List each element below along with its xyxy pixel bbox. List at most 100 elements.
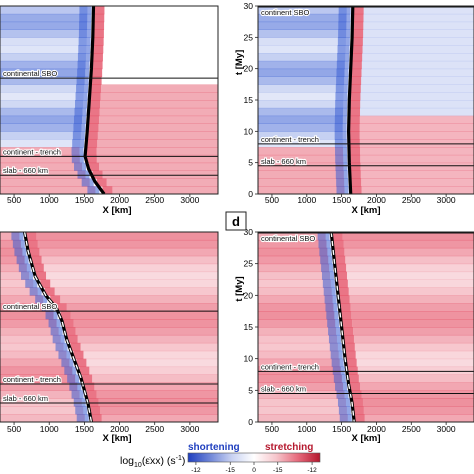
y-axis-label: t [My] — [234, 50, 245, 75]
field-cell-left — [258, 21, 347, 30]
field-cell-left — [258, 374, 342, 383]
field-cell-right — [343, 239, 474, 249]
trench-line-dash — [330, 232, 355, 422]
field-cell-band — [78, 37, 91, 46]
annotation-label: continental SBO — [3, 69, 57, 78]
colorbar-tick-label: 0 — [252, 467, 256, 474]
field-cell-band — [353, 13, 364, 23]
colorbar-label-rest: (ε̇xx) (s — [142, 455, 176, 467]
field-cell-band — [75, 100, 88, 109]
field-cell-right — [362, 37, 474, 46]
field-cell-band — [86, 390, 97, 399]
field-cell-band — [332, 232, 343, 241]
field-cell-band — [73, 350, 84, 360]
field-cell-band — [334, 139, 347, 148]
field-cell-band — [333, 374, 346, 383]
field-cell-left — [258, 255, 329, 265]
field-cell-right — [358, 374, 474, 383]
field-cell-left — [258, 131, 343, 140]
field-cell-band — [92, 60, 103, 70]
field-cell-left — [0, 147, 80, 156]
field-cell-band — [81, 178, 94, 187]
field-cell-band — [88, 123, 99, 132]
x-axis-label: X [km] — [351, 433, 380, 444]
y-tick-label: 20 — [244, 290, 254, 300]
x-tick-label: 500 — [265, 195, 279, 205]
field-cell-left — [0, 6, 88, 15]
annotation-label: continent - trench — [3, 375, 61, 384]
field-cell-right — [357, 366, 474, 375]
panel-field — [0, 232, 218, 422]
field-cell-band — [352, 45, 363, 54]
field-cell-band — [87, 186, 100, 194]
y-tick-label: 15 — [244, 322, 254, 332]
field-cell-band — [71, 147, 84, 156]
field-cell-band — [338, 29, 351, 38]
field-cell-right — [99, 107, 218, 117]
x-tick-label: 1500 — [332, 195, 351, 205]
field-cell-band — [343, 327, 354, 336]
field-cell-band — [102, 186, 113, 194]
field-cell-band — [92, 170, 103, 179]
field-cell-left — [258, 366, 341, 375]
field-cell-band — [336, 263, 347, 273]
trench-line-dash — [23, 232, 93, 422]
field-cell-left — [258, 6, 347, 15]
field-cell-band — [71, 154, 84, 164]
field-cell-right — [360, 92, 474, 101]
field-cell-band — [74, 107, 87, 117]
field-cell-band — [40, 279, 51, 288]
field-cell-left — [0, 139, 81, 148]
field-cell-band — [328, 334, 341, 344]
field-cell-left — [0, 232, 20, 241]
field-cell-left — [0, 319, 57, 328]
field-cell-right — [103, 61, 218, 69]
field-cell-band — [87, 139, 98, 148]
y-tick-label: 10 — [244, 126, 254, 136]
x-tick-label: 1500 — [332, 424, 351, 434]
field-cell-right — [355, 350, 474, 360]
y-tick-label: 30 — [244, 1, 254, 11]
field-cell-right — [94, 382, 218, 391]
field-cell-band — [329, 342, 342, 352]
field-cell-right — [73, 319, 218, 328]
field-cell-right — [96, 147, 218, 156]
field-cell-left — [258, 162, 344, 171]
field-cell-left — [258, 29, 347, 38]
field-cell-band — [336, 76, 349, 85]
panel-top-right: continent SBO continent - trench slab - 66… — [234, 1, 474, 216]
x-tick-label: 1000 — [297, 195, 316, 205]
panel-field — [258, 6, 474, 194]
field-cell-left — [258, 147, 344, 156]
field-cell-band — [69, 382, 82, 391]
field-cell-band — [88, 398, 99, 407]
field-cell-right — [349, 295, 474, 304]
field-cell-left — [258, 100, 344, 109]
field-cell-band — [336, 186, 349, 194]
field-cell-band — [92, 68, 103, 77]
field-cell-right — [346, 263, 474, 273]
x-axis-label: X [km] — [351, 205, 380, 216]
field-cell-band — [56, 303, 67, 312]
field-cell-left — [258, 382, 344, 391]
field-cell-band — [335, 255, 346, 265]
field-cell-band — [350, 100, 361, 109]
field-cell-right — [359, 123, 474, 132]
panel-frame — [0, 231, 219, 423]
field-cell-right — [360, 100, 474, 109]
field-cell-left — [0, 406, 84, 415]
field-cell-band — [63, 319, 74, 328]
field-cell-left — [258, 115, 343, 124]
field-cell-band — [350, 170, 361, 179]
field-cell-right — [363, 406, 474, 415]
field-cell-right — [43, 263, 218, 273]
field-cell-band — [336, 60, 349, 70]
annotation-label: slab - 660 km — [261, 157, 306, 166]
field-cell-band — [50, 327, 63, 336]
field-cell-band — [87, 131, 98, 140]
field-cell-right — [353, 327, 474, 336]
field-cell-left — [258, 327, 337, 336]
field-cell-band — [21, 271, 34, 280]
field-cell-left — [0, 311, 54, 320]
x-tick-label: 2500 — [145, 424, 164, 434]
